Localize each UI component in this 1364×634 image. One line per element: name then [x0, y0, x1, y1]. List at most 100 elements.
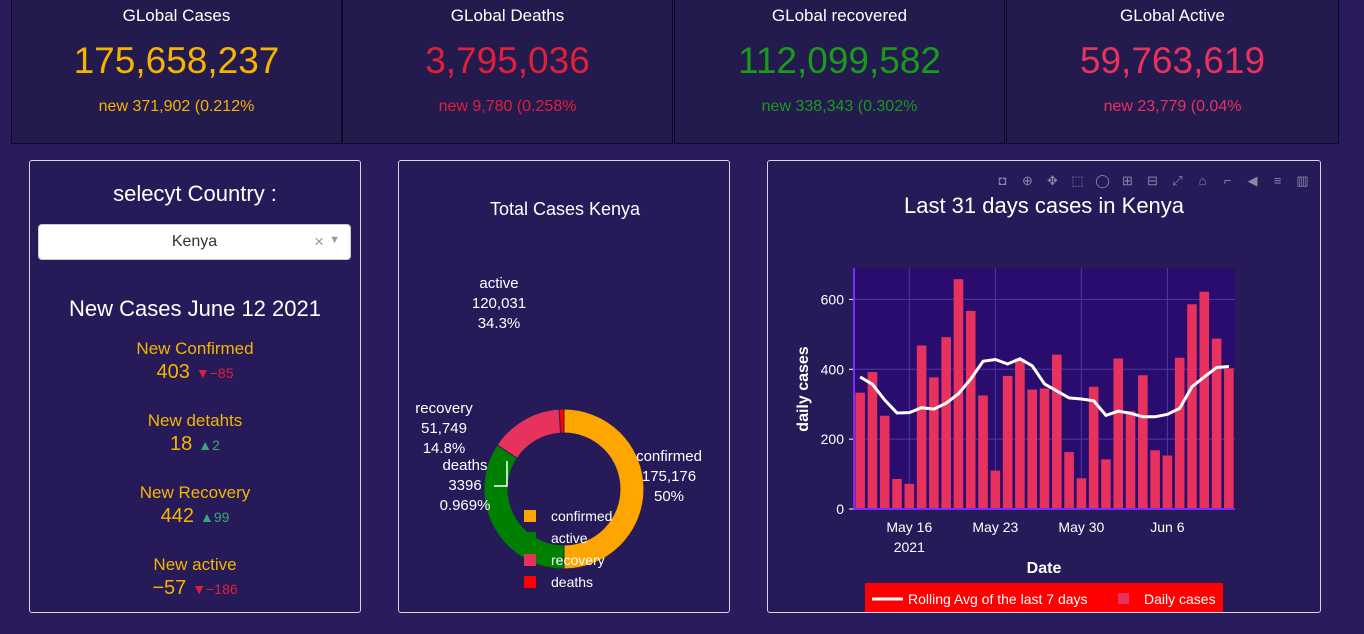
- donut-label-recovery: recovery: [415, 400, 473, 417]
- daily-cases-bar[interactable]: [855, 392, 865, 509]
- donut-label-deaths: deaths: [442, 457, 487, 474]
- stat-value: 403: [156, 361, 190, 383]
- daily-cases-bar[interactable]: [867, 372, 878, 509]
- kpi-title: GLobal recovered: [771, 6, 908, 25]
- x-tick-sublabel: 2021: [894, 539, 925, 555]
- donut-percent-recovery: 14.8%: [423, 440, 466, 457]
- daily-cases-bar[interactable]: [1064, 452, 1074, 509]
- donut-label-active: active: [479, 275, 518, 292]
- stat-label: New active: [153, 555, 237, 574]
- donut-legend-swatch-deaths[interactable]: [524, 576, 536, 588]
- y-tick-label: 600: [821, 291, 845, 307]
- kpi-card-0: GLobal Cases 175,658,237 new 371,902 (0.21…: [11, 0, 342, 144]
- daily-cases-bar[interactable]: [1125, 411, 1136, 509]
- stat-label: New detahts: [147, 411, 243, 430]
- daily-cases-panel: ◘ ⊕ ✥ ⬚ ◯ ⊞ ⊟ ⤢ ⌂ ⌐ ◀ ≡ ▥ Last 31 days cases in Keny…: [767, 160, 1321, 613]
- daily-cases-bar[interactable]: [1101, 459, 1111, 509]
- zoom-in-icon[interactable]: ⊞: [1122, 173, 1133, 188]
- daily-cases-bar[interactable]: [1113, 358, 1124, 509]
- autoscale-icon[interactable]: ⤢: [1172, 173, 1183, 188]
- chart-legend: [865, 583, 1223, 612]
- plotly-logo-icon[interactable]: ▥: [1296, 173, 1309, 188]
- x-tick-label: Jun 6: [1150, 519, 1184, 535]
- stat-delta: ▲99: [199, 509, 230, 525]
- daily-cases-bar[interactable]: [1224, 368, 1234, 509]
- daily-cases-bar[interactable]: [1174, 357, 1185, 509]
- daily-cases-bar[interactable]: [879, 415, 890, 509]
- kpi-value: 59,763,619: [1079, 40, 1266, 81]
- hover-compare-icon[interactable]: ≡: [1273, 173, 1282, 188]
- donut-slice-confirmed[interactable]: [563, 408, 645, 570]
- spike-lines-icon[interactable]: ⌐: [1223, 173, 1232, 188]
- daily-cases-bar[interactable]: [1211, 338, 1222, 509]
- new-cases-title: New Cases June 12 2021: [69, 296, 321, 321]
- y-tick-label: 0: [836, 501, 844, 517]
- daily-cases-bar[interactable]: [904, 483, 915, 509]
- donut-value-deaths: 3396: [448, 477, 481, 494]
- camera-icon[interactable]: ◘: [998, 173, 1007, 188]
- daily-cases-bar[interactable]: [990, 470, 1001, 509]
- kpi-card-2: GLobal recovered 112,099,582 new 338,343 (…: [674, 0, 1005, 144]
- kpi-new: new 23,779 (0.04%: [1103, 98, 1242, 115]
- kpi-new: new 9,780 (0.258%: [438, 98, 577, 115]
- daily-cases-bar[interactable]: [1138, 375, 1148, 509]
- donut-value-recovery: 51,749: [421, 420, 467, 437]
- donut-legend-swatch-confirmed[interactable]: [524, 510, 536, 522]
- daily-cases-bar[interactable]: [929, 377, 939, 509]
- daily-cases-bar[interactable]: [965, 310, 976, 509]
- daily-cases-bar[interactable]: [1150, 450, 1160, 509]
- home-icon[interactable]: ⌂: [1198, 173, 1207, 188]
- stat-delta: ▼−85: [195, 365, 234, 381]
- daily-cases-bar[interactable]: [1076, 478, 1087, 509]
- stat-value: 18: [170, 433, 193, 455]
- box-select-icon[interactable]: ⬚: [1071, 173, 1084, 188]
- stat-label: New Recovery: [139, 483, 251, 502]
- donut-leader-line: [494, 461, 508, 487]
- daily-cases-bar[interactable]: [1199, 291, 1210, 509]
- daily-cases-bar[interactable]: [892, 478, 902, 509]
- legend-bar-swatch[interactable]: [1118, 593, 1129, 604]
- daily-cases-bar[interactable]: [1027, 389, 1038, 509]
- zoom-out-icon[interactable]: ⊟: [1147, 173, 1158, 188]
- daily-cases-bar[interactable]: [1088, 386, 1099, 509]
- y-axis-title: daily cases: [795, 346, 812, 432]
- new-stat-1: New detahts 18 ▲2: [30, 411, 360, 456]
- daily-cases-bar[interactable]: [1162, 455, 1173, 509]
- daily-cases-bar[interactable]: [1187, 304, 1197, 509]
- daily-cases-bar[interactable]: [978, 395, 988, 509]
- stat-value: −57: [152, 577, 187, 599]
- donut-legend-swatch-recovery[interactable]: [524, 554, 536, 566]
- x-tick-label: May 16: [886, 519, 932, 535]
- new-stat-3: New active −57 ▼−186: [30, 555, 360, 600]
- pan-icon[interactable]: ✥: [1047, 173, 1058, 188]
- daily-cases-bar[interactable]: [1039, 388, 1050, 510]
- daily-cases-bar[interactable]: [1002, 375, 1013, 509]
- bar-chart-title: Last 31 days cases in Kenya: [904, 193, 1185, 218]
- donut-slice-recovery[interactable]: [496, 408, 562, 459]
- donut-percent-active: 34.3%: [478, 315, 521, 332]
- donut-legend-confirmed: confirmed: [551, 508, 612, 524]
- lasso-icon[interactable]: ◯: [1095, 173, 1110, 188]
- country-panel: selecyt Country : Kenya × ▼ New Cases Ju…: [29, 160, 361, 613]
- donut-legend-deaths: deaths: [551, 574, 593, 590]
- daily-cases-bar[interactable]: [941, 337, 951, 509]
- clear-icon[interactable]: ×: [314, 232, 324, 251]
- daily-cases-bar[interactable]: [1015, 358, 1025, 509]
- zoom-icon[interactable]: ⊕: [1022, 173, 1033, 188]
- daily-cases-bar[interactable]: [916, 345, 927, 509]
- kpi-title: GLobal Active: [1120, 6, 1225, 25]
- donut-legend-recovery: recovery: [551, 552, 605, 568]
- daily-cases-bar[interactable]: [1051, 354, 1062, 509]
- donut-slice-deaths[interactable]: [558, 408, 565, 434]
- chart-toolbar: ◘ ⊕ ✥ ⬚ ◯ ⊞ ⊟ ⤢ ⌂ ⌐ ◀ ≡ ▥: [993, 173, 1312, 189]
- donut-title: Total Cases Kenya: [490, 199, 641, 219]
- hover-closest-icon[interactable]: ◀: [1247, 173, 1258, 188]
- y-tick-label: 400: [821, 361, 845, 377]
- country-dropdown[interactable]: Kenya × ▼: [38, 224, 351, 260]
- rolling-average-line[interactable]: [859, 357, 1229, 419]
- chevron-down-icon[interactable]: ▼: [329, 234, 340, 246]
- donut-legend-swatch-active[interactable]: [524, 532, 536, 544]
- new-stat-2: New Recovery 442 ▲99: [30, 483, 360, 528]
- donut-legend-active: active: [551, 530, 588, 546]
- donut-value-confirmed: 175,176: [642, 468, 696, 485]
